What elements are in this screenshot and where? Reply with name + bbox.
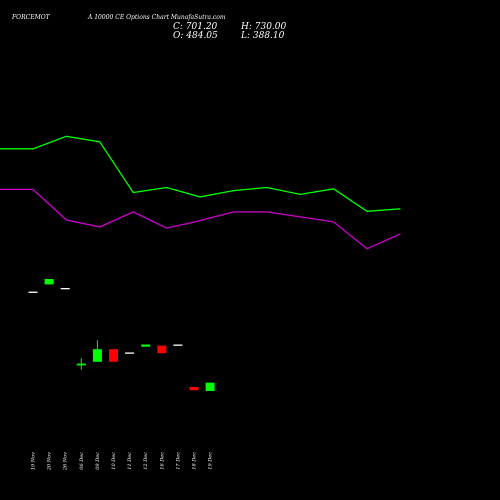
open-value: O: 484.05 [173,31,218,41]
candle-19-dec [205,382,215,391]
candles [28,279,215,391]
x-tick-label: 26 Nov [63,452,69,471]
chart-title: A 10000 CE Options Chart MunafaSutra.com [88,14,226,21]
chart-symbol: FORCEMOT [12,14,50,21]
candle-09-dec [92,340,102,362]
candle-body [76,363,86,366]
candle-body [157,345,167,354]
candle-body [173,344,183,346]
candle-20-nov [44,279,54,285]
x-tick-label: 17 Dec [175,452,181,470]
candle-body [205,382,215,391]
upper-band-line [0,135,401,212]
candle-body [44,279,54,285]
x-tick-label: 16 Dec [159,452,165,470]
candle-18-dec [189,387,199,391]
lower-band-line [0,188,401,250]
x-tick-label: 06 Dec [79,452,85,470]
candle-11-dec [125,352,135,354]
x-tick-label: 19 Nov [31,452,37,470]
x-tick-label: 18 Dec [192,452,198,470]
high-value: H: 730.00 [241,22,287,32]
x-tick-label: 12 Dec [143,452,149,470]
candle-26-nov [60,288,70,290]
candle-body [189,387,199,391]
x-tick-label: 11 Dec [127,452,133,470]
candle-17-dec [173,344,183,346]
x-tick-label: 10 Dec [111,452,117,470]
candle-body [141,344,151,347]
x-tick-label: 20 Nov [47,452,53,471]
candle-16-dec [157,345,167,354]
x-tick-label: 09 Dec [95,452,101,470]
indicator-bands [0,135,401,250]
candle-body [60,288,70,290]
candle-body [109,349,118,362]
candle-19-nov [28,291,38,293]
candle-body [28,291,38,293]
candle-12-dec [141,344,151,347]
candle-body [92,349,102,362]
candle-body [125,352,135,354]
close-value: C: 701.20 [173,22,218,32]
candle-06-dec [76,358,86,370]
x-tick-label: 19 Dec [208,452,214,470]
x-axis-ticks: 19 Nov 20 Nov 26 Nov 06 Dec 09 Dec 10 Dec 11 D… [31,452,214,471]
low-value: L: 388.10 [241,31,285,41]
candle-10-dec [109,349,118,362]
